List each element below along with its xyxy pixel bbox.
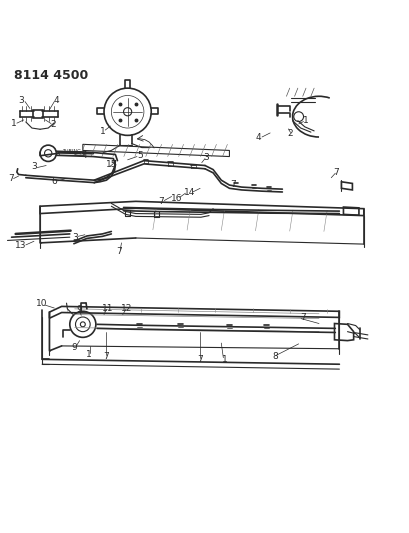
Text: 1: 1 — [302, 116, 308, 125]
Text: 2: 2 — [286, 129, 292, 138]
Text: 9: 9 — [76, 305, 81, 314]
Text: 4: 4 — [82, 151, 88, 160]
Text: 3: 3 — [72, 233, 78, 241]
Text: 6: 6 — [51, 177, 57, 187]
Text: 9: 9 — [71, 343, 76, 352]
Text: 16: 16 — [170, 193, 182, 203]
Text: 15: 15 — [106, 160, 118, 169]
Text: 4: 4 — [254, 133, 260, 142]
Text: 7: 7 — [197, 355, 202, 364]
Bar — [33, 110, 43, 118]
Text: 5: 5 — [137, 151, 142, 160]
Text: 7: 7 — [158, 197, 164, 206]
Text: 11: 11 — [101, 303, 113, 312]
Text: 3: 3 — [202, 153, 208, 162]
Text: TUBING: TUBING — [62, 149, 81, 154]
Text: 1: 1 — [99, 127, 105, 136]
Text: 13: 13 — [15, 241, 27, 250]
Text: 7: 7 — [299, 313, 305, 322]
Text: 2: 2 — [51, 120, 56, 130]
Text: 1: 1 — [11, 119, 16, 128]
Text: 7: 7 — [8, 174, 14, 183]
Text: 7: 7 — [103, 352, 109, 361]
Text: 1: 1 — [86, 350, 92, 359]
Text: 7: 7 — [333, 167, 338, 176]
Text: 3: 3 — [18, 96, 24, 105]
Text: 8114 4500: 8114 4500 — [13, 69, 88, 83]
Text: 1: 1 — [221, 355, 227, 364]
Bar — [59, 151, 83, 155]
Text: 7: 7 — [116, 247, 122, 255]
Text: 12: 12 — [121, 303, 132, 312]
Text: 3: 3 — [31, 162, 37, 171]
Text: 8: 8 — [272, 352, 277, 361]
Text: 14: 14 — [184, 188, 195, 197]
Text: 4: 4 — [54, 96, 59, 105]
Text: 7: 7 — [229, 180, 235, 189]
Text: 10: 10 — [36, 300, 47, 309]
